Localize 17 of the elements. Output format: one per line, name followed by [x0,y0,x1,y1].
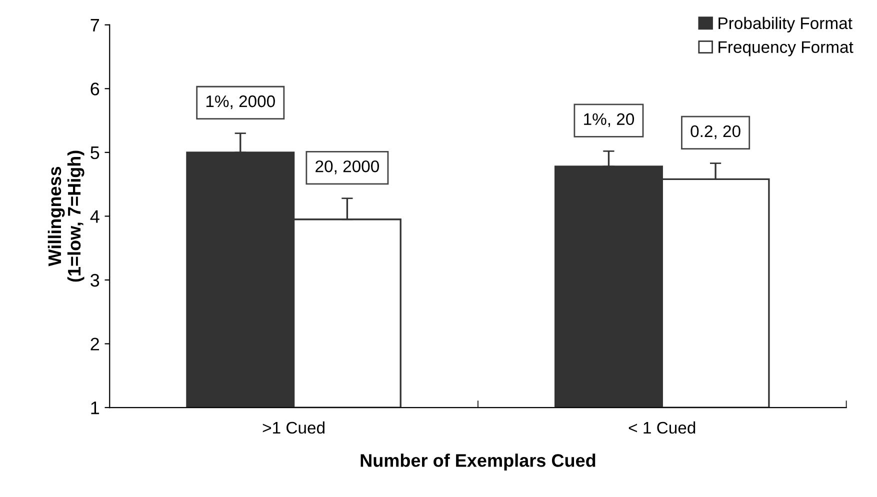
x-tick-label: < 1 Cued [628,421,696,434]
x-tick-label: >1 Cued [262,421,324,434]
y-tick-label: 7 [90,18,99,32]
annotation: 1%, 20 [584,113,634,128]
legend-label: Probability Format [718,16,852,32]
y-tick-label: 4 [90,210,100,223]
y-tick-label: 2 [90,338,99,350]
legend-label: Frequency Format [718,41,854,56]
y-tick-label: 3 [90,274,100,287]
y-axis-title: Willingness (1=low, 7=High) [48,150,84,282]
y-tick-label: 1 [91,402,100,414]
y-tick-label: 5 [90,146,100,160]
annotation: 20, 2000 [316,160,379,174]
annotation: 0.2, 20 [690,125,740,140]
x-axis-title: Number of Exemplars Cued [360,454,596,470]
y-tick-label: 6 [90,82,100,96]
annotation: 1%, 2000 [206,95,275,110]
